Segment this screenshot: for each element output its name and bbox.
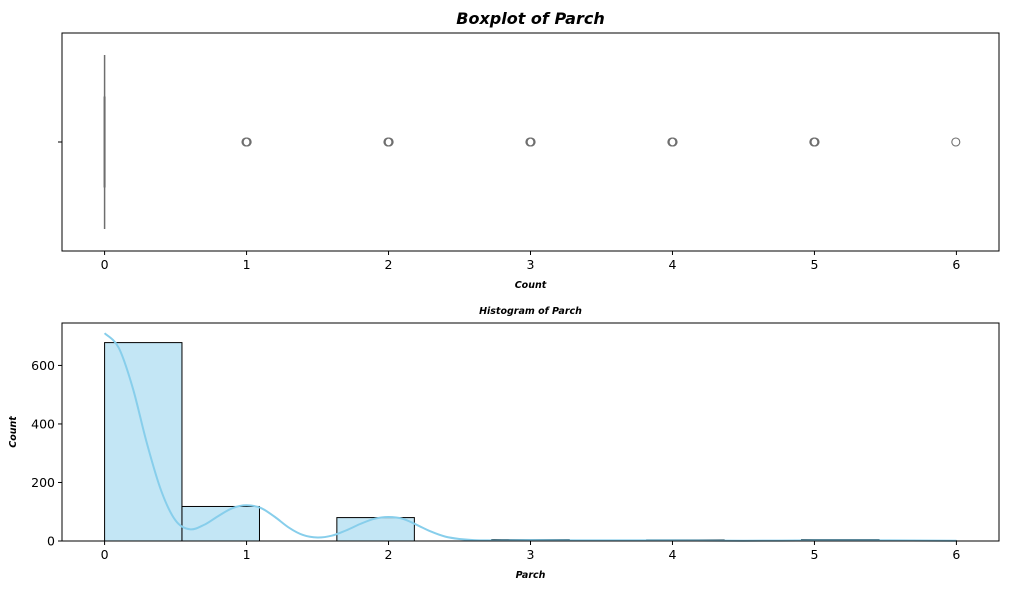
boxplot-title: Boxplot of Parch [456, 9, 604, 28]
boxplot-panel: Boxplot of Parch 0 1 2 3 4 5 6 Count [58, 9, 1000, 291]
histogram-y-tick-label: 200 [31, 475, 55, 490]
boxplot-x-ticks: 0 1 2 3 4 5 6 [101, 251, 960, 272]
histogram-title: Histogram of Parch [479, 306, 582, 317]
histogram-plot-frame [61, 322, 1000, 542]
boxplot-x-tick-label: 1 [243, 257, 251, 272]
histogram-x-axis-label: Parch [516, 570, 546, 581]
boxplot-x-tick-label: 5 [810, 257, 818, 272]
boxplot-outlier [810, 137, 820, 147]
boxplot-x-axis-label: Count [515, 280, 547, 291]
boxplot-outlier [526, 137, 536, 147]
histogram-y-tick-label: 400 [31, 416, 55, 431]
histogram-x-tick-label: 5 [810, 547, 818, 562]
kde-curve [103, 332, 957, 542]
histogram-x-tick-label: 0 [101, 547, 109, 562]
boxplot-x-tick-label: 6 [952, 257, 960, 272]
histogram-x-tick-label: 6 [952, 547, 960, 562]
histogram-y-ticks: 0 200 400 600 [31, 358, 62, 549]
histogram-x-tick-label: 1 [243, 547, 251, 562]
boxplot-outlier [384, 137, 394, 147]
boxplot-marks [103, 55, 961, 229]
boxplot-x-tick-label: 0 [101, 257, 109, 272]
boxplot-x-tick-label: 2 [385, 257, 393, 272]
boxplot-outlier [668, 137, 678, 147]
histogram-bar [181, 505, 260, 542]
histogram-y-axis-label: Count [8, 416, 19, 448]
boxplot-outlier [242, 137, 252, 147]
boxplot-outlier [951, 137, 961, 147]
histogram-x-tick-label: 2 [385, 547, 393, 562]
histogram-y-tick-label: 0 [47, 534, 55, 549]
histogram-x-tick-label: 4 [668, 547, 676, 562]
histogram-y-tick-label: 600 [31, 358, 55, 373]
histogram-x-ticks: 0 1 2 3 4 5 6 [101, 541, 960, 562]
histogram-panel: Histogram of Parch 0 1 2 3 4 5 6 0 200 400 600 Pa… [8, 306, 1000, 581]
boxplot-x-tick-label: 4 [668, 257, 676, 272]
boxplot-x-tick-label: 3 [527, 257, 535, 272]
histogram-x-tick-label: 3 [527, 547, 535, 562]
